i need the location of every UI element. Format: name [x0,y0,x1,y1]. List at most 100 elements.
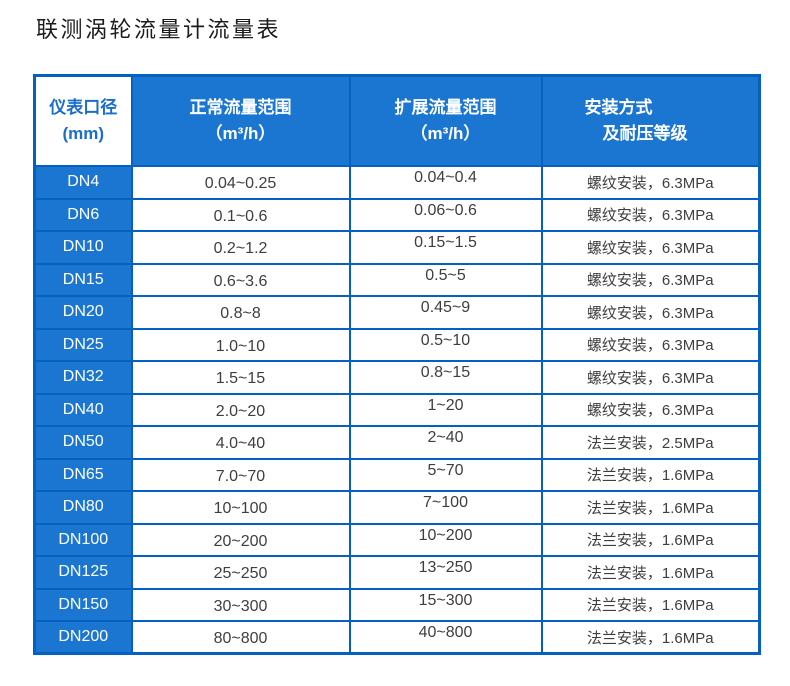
normal-range-cell: 4.0~40 [130,425,351,460]
normal-range-cell-text: 1.5~15 [215,370,266,388]
header-extended-range-line1: 扩展流量范围 [394,98,497,117]
page-title: 联测涡轮流量计流量表 [36,17,282,42]
table-row: DN150 30~300 15~300 法兰安装，1.6MPa [33,587,761,622]
header-diameter-line2: (mm) [62,124,105,143]
extended-range-cell-text: 0.8~15 [420,364,471,382]
extended-range-cell-text: 0.04~0.4 [414,169,477,187]
table-row: DN10 0.2~1.2 0.15~1.5 螺纹安装，6.3MPa [33,230,761,265]
installation-cell-text: 螺纹安装，6.3MPa [586,174,714,192]
normal-range-cell-text: 0.2~1.2 [213,240,268,258]
extended-range-cell: 0.15~1.5 [348,230,543,265]
installation-cell: 法兰安装，1.6MPa [540,587,761,622]
diameter-cell: DN100 [33,522,133,557]
table-row: DN15 0.6~3.6 0.5~5 螺纹安装，6.3MPa [33,262,761,297]
extended-range-cell-text: 15~300 [418,591,473,609]
normal-range-cell: 0.2~1.2 [130,230,351,265]
normal-range-cell: 10~100 [130,490,351,525]
diameter-cell: DN200 [33,620,133,655]
extended-range-cell: 0.45~9 [348,295,543,330]
installation-cell-text: 螺纹安装，6.3MPa [586,402,714,420]
diameter-cell: DN32 [33,360,133,395]
normal-range-cell-text: 7.0~70 [215,467,266,485]
installation-cell-text: 法兰安装，1.6MPa [586,597,714,615]
table-row: DN6 0.1~0.6 0.06~0.6 螺纹安装，6.3MPa [33,197,761,232]
normal-range-cell: 20~200 [130,522,351,557]
extended-range-cell-text: 0.5~5 [425,266,466,284]
diameter-cell: DN4 [33,165,133,200]
table-row: DN80 10~100 7~100 法兰安装，1.6MPa [33,490,761,525]
installation-cell-text: 螺纹安装，6.3MPa [586,304,714,322]
installation-cell: 法兰安装，1.6MPa [540,457,761,492]
extended-range-cell: 13~250 [348,555,543,590]
extended-range-cell: 40~800 [348,620,543,655]
installation-cell: 螺纹安装，6.3MPa [540,360,761,395]
installation-cell-text: 螺纹安装，6.3MPa [586,337,714,355]
normal-range-cell-text: 30~300 [213,597,268,615]
extended-range-cell-text: 40~800 [418,624,473,641]
normal-range-cell: 2.0~20 [130,392,351,427]
normal-range-cell: 0.8~8 [130,295,351,330]
flow-rate-table: 仪表口径 (mm) 正常流量范围 （m³/h） 扩展流量范围 （m³/h） 安装… [33,74,761,655]
installation-cell-text: 法兰安装，1.6MPa [586,564,714,582]
diameter-cell: DN15 [33,262,133,297]
diameter-cell: DN125 [33,555,133,590]
extended-range-cell: 0.06~0.6 [348,197,543,232]
header-normal-range: 正常流量范围 （m³/h） [130,74,351,167]
installation-cell: 法兰安装，2.5MPa [540,425,761,460]
installation-cell-text: 法兰安装，1.6MPa [586,467,714,485]
normal-range-cell: 30~300 [130,587,351,622]
extended-range-cell-text: 1~20 [427,396,464,414]
installation-cell: 螺纹安装，6.3MPa [540,230,761,265]
normal-range-cell: 1.5~15 [130,360,351,395]
header-installation-line1: 安装方式 [584,98,653,117]
table-row: DN125 25~250 13~250 法兰安装，1.6MPa [33,555,761,590]
table-row: DN4 0.04~0.25 0.04~0.4 螺纹安装，6.3MPa [33,165,761,200]
header-installation-line2: 及耐压等级 [602,124,688,143]
extended-range-cell-text: 5~70 [427,461,464,479]
extended-range-cell-text: 2~40 [427,429,464,447]
normal-range-cell: 1.0~10 [130,327,351,362]
diameter-cell: DN6 [33,197,133,232]
diameter-cell: DN150 [33,587,133,622]
diameter-cell: DN40 [33,392,133,427]
diameter-cell: DN20 [33,295,133,330]
normal-range-cell-text: 10~100 [213,500,268,518]
normal-range-cell-text: 2.0~20 [215,402,266,420]
extended-range-cell: 10~200 [348,522,543,557]
normal-range-cell: 0.1~0.6 [130,197,351,232]
extended-range-cell-text: 0.45~9 [420,299,471,317]
normal-range-cell: 25~250 [130,555,351,590]
installation-cell: 螺纹安装，6.3MPa [540,327,761,362]
table-row: DN40 2.0~20 1~20 螺纹安装，6.3MPa [33,392,761,427]
extended-range-cell-text: 0.15~1.5 [414,234,477,252]
normal-range-cell-text: 80~800 [213,630,268,647]
normal-range-cell-text: 25~250 [213,565,268,583]
header-row: 仪表口径 (mm) 正常流量范围 （m³/h） 扩展流量范围 （m³/h） 安装… [33,74,761,167]
normal-range-cell-text: 0.1~0.6 [213,207,268,225]
normal-range-cell: 0.04~0.25 [130,165,351,200]
normal-range-cell: 0.6~3.6 [130,262,351,297]
header-extended-range-line2: （m³/h） [410,124,481,143]
installation-cell-text: 法兰安装，1.6MPa [586,532,714,550]
normal-range-cell: 80~800 [130,620,351,655]
extended-range-cell-text: 7~100 [423,494,468,512]
extended-range-cell: 5~70 [348,457,543,492]
extended-range-cell-text: 0.06~0.6 [414,201,477,219]
extended-range-cell-text: 0.5~10 [420,331,471,349]
table-row: DN20 0.8~8 0.45~9 螺纹安装，6.3MPa [33,295,761,330]
installation-cell: 螺纹安装，6.3MPa [540,262,761,297]
installation-cell-text: 螺纹安装，6.3MPa [586,239,714,257]
installation-cell: 法兰安装，1.6MPa [540,490,761,525]
installation-cell-text: 螺纹安装，6.3MPa [586,207,714,225]
normal-range-cell-text: 4.0~40 [215,435,266,453]
installation-cell: 螺纹安装，6.3MPa [540,197,761,232]
table-row: DN25 1.0~10 0.5~10 螺纹安装，6.3MPa [33,327,761,362]
normal-range-cell-text: 1.0~10 [215,337,266,355]
diameter-cell: DN25 [33,327,133,362]
extended-range-cell: 0.04~0.4 [348,165,543,200]
diameter-cell: DN10 [33,230,133,265]
extended-range-cell: 2~40 [348,425,543,460]
extended-range-cell: 0.5~5 [348,262,543,297]
installation-cell: 法兰安装，1.6MPa [540,522,761,557]
